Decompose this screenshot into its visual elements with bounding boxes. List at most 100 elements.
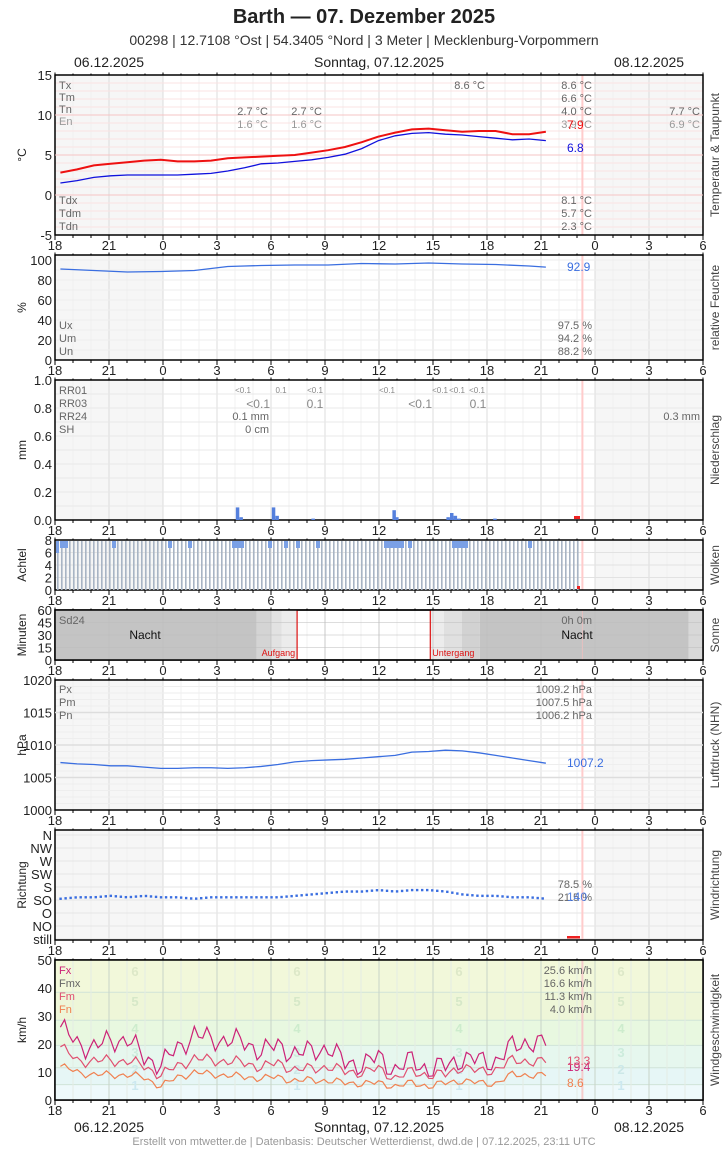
cloud-bar [465,541,467,590]
cloud-bar [385,541,387,590]
x-tick-label: 6 [699,813,706,828]
cloud-bar [209,541,211,590]
y-axis-label: °C [15,148,29,162]
panel-humidity [54,252,704,365]
cloud-bar [133,541,135,590]
x-tick-label: 18 [48,813,62,828]
panel-title: Windrichtung [708,850,722,920]
cloud-bar [281,541,283,590]
x-tick-label: 9 [321,663,328,678]
cloud-bar [489,541,491,590]
label: <0.1 [235,386,251,395]
cloud-bar [265,541,267,590]
direction-point [215,896,218,899]
x-tick-label: 15 [426,943,440,958]
cloud-bar [533,541,535,590]
direction-point [159,896,163,899]
direction-point [164,896,168,899]
x-tick-label: 6 [699,1103,706,1118]
x-tick-label: 0 [591,943,598,958]
panel-clouds [54,537,704,595]
direction-point [426,888,429,892]
cloud-bar [157,541,159,590]
precip-bar [453,515,458,520]
beaufort-label: 5 [131,994,138,1009]
cloud-bar [549,541,551,590]
label: 0h 0m [561,615,592,627]
x-tick-label: 6 [699,663,706,678]
y-tick-label: 15 [38,641,52,656]
y-tick-label: 20 [38,333,52,348]
station-info: 00298 | 12.7108 °Ost | 54.3405 °Nord | 3… [129,32,599,48]
beaufort-label: 1 [617,1078,624,1093]
x-tick-label: 6 [267,238,274,253]
label: Tm [59,92,75,104]
cloud-bar [309,541,311,590]
direction-point [380,889,384,892]
cloud-bar [189,541,191,590]
x-tick-label: 12 [372,593,386,608]
label: 11.3 km/h [545,991,593,1003]
direction-point [446,890,449,894]
y-tick-label: 5 [45,148,52,163]
direction-point [84,896,87,899]
x-tick-label: 12 [372,943,386,958]
beaufort-label: 4 [293,1021,301,1036]
y-tick-label: 1.0 [34,373,52,388]
x-tick-label: 18 [480,663,494,678]
date-center: Sonntag, 07.12.2025 [314,54,445,70]
x-tick-label: 21 [102,1103,116,1118]
y-tick-label: 20 [38,1037,52,1052]
y-tick-label: 0.8 [34,401,52,416]
beaufort-label: 6 [455,964,462,979]
direction-point [94,895,97,899]
direction-point [521,896,524,899]
y-tick-label: 40 [38,313,52,328]
beaufort-label: 6 [293,964,300,979]
x-tick-label: 21 [102,523,116,538]
direction-point [340,890,344,894]
panel-title: Luftdruck (NHN) [708,702,722,789]
x-tick-label: 6 [699,363,706,378]
label: 5.7 °C [561,208,592,220]
direction-point [225,896,228,899]
label: 2.7 °C [237,106,268,118]
direction-point [114,895,118,898]
x-tick-label: 0 [159,593,166,608]
y-tick-label: 1010 [23,738,52,753]
cloud-bar [321,541,323,590]
direction-point [451,891,454,894]
label: 1007.5 hPa [536,697,593,709]
x-tick-label: 3 [645,943,652,958]
direction-point [174,896,178,899]
x-tick-label: 18 [48,363,62,378]
x-tick-label: 6 [699,238,706,253]
label: RR24 [59,411,87,423]
label: 25.6 km/h [544,965,592,977]
beaufort-label: 6 [617,964,624,979]
cloud-bar [441,541,443,590]
direction-point [149,895,153,898]
cloud-bar [73,541,75,590]
y-tick-label: 100 [30,253,52,268]
label: Sd24 [59,615,85,627]
label: Un [59,346,73,358]
cloud-bar [337,541,339,590]
x-tick-label: 0 [591,813,598,828]
direction-point [405,889,409,892]
cloud-bar [469,541,471,590]
x-tick-label: 6 [699,943,706,958]
x-tick-label: 3 [213,663,220,678]
x-tick-label: 18 [48,238,62,253]
x-tick-label: 12 [372,663,386,678]
label: 6.8 [567,141,584,155]
label: Pm [59,697,76,709]
x-tick-label: 15 [426,813,440,828]
x-tick-label: 21 [102,238,116,253]
direction-point [375,889,379,892]
cloud-bar [409,541,411,590]
cloud-bar [297,541,299,590]
cloud-bar [529,541,531,590]
label: 7.9 [567,118,584,132]
